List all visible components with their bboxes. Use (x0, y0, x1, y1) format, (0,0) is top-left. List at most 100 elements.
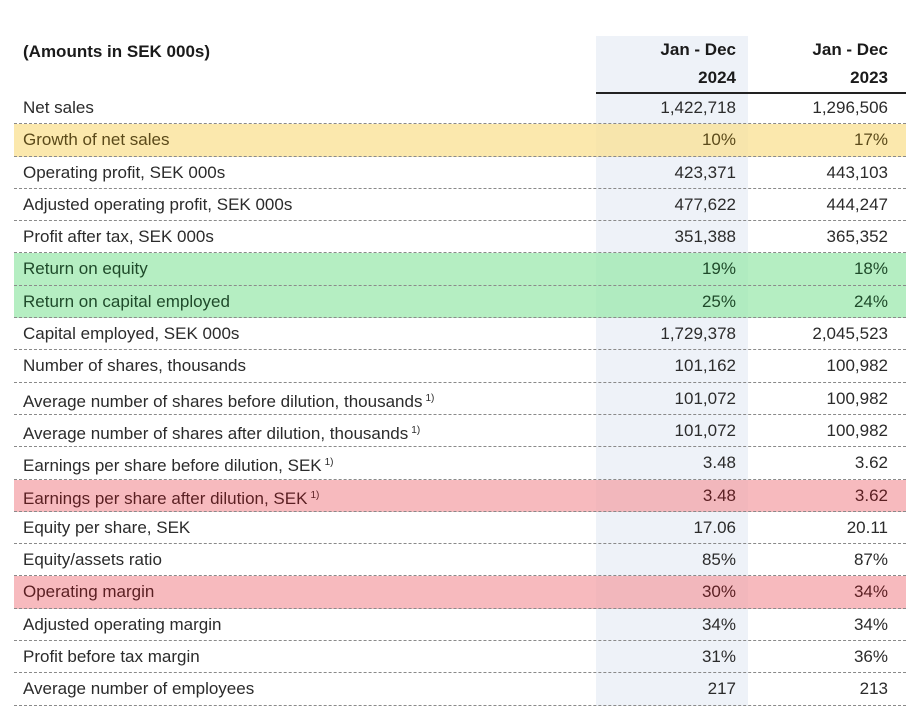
row-label-text: Capital employed, SEK 000s (23, 324, 240, 344)
value-2023: 18% (853, 259, 888, 279)
table-row: Return on capital employed 25% 24% (14, 285, 906, 319)
table-row: Net sales 1,422,718 1,296,506 (14, 92, 906, 125)
row-label-text: Number of shares, thousands (23, 356, 247, 376)
row-label: Number of shares, thousands (23, 350, 246, 382)
row-label: Average number of shares before dilution… (23, 383, 434, 418)
row-label-text: Return on equity (23, 259, 148, 279)
table-row: Equity per share, SEK 17.06 20.11 (14, 512, 906, 545)
table-row: Average number of shares before dilution… (14, 383, 906, 415)
row-label: Growth of net sales (23, 124, 169, 156)
row-label: Profit after tax, SEK 000s (23, 221, 214, 253)
value-2024: 101,162 (674, 356, 736, 376)
table-row: Operating margin 30% 34% (14, 576, 906, 609)
value-2024: 31% (701, 647, 736, 667)
row-label-text: Earnings per share after dilution, SEK (23, 488, 308, 508)
value-2023: 17% (853, 130, 888, 150)
value-2024: 19% (701, 259, 736, 279)
table-row: Earnings per share before dilution, SEK 1… (14, 447, 906, 482)
table-row: Operating profit, SEK 000s 423,371 443,103 (14, 157, 906, 189)
row-label: Capital employed, SEK 000s (23, 318, 239, 350)
column-header-2024-year: 2024 (698, 68, 736, 87)
row-label: Profit before tax margin (23, 641, 200, 673)
row-label-text: Average number of shares before dilution… (23, 391, 423, 411)
row-label-text: Average number of employees (23, 679, 255, 699)
row-label: Earnings per share after dilution, SEK 1) (23, 480, 319, 515)
row-label-text: Return on capital employed (23, 291, 230, 311)
value-2024: 101,072 (674, 388, 736, 408)
value-2024: 34% (701, 614, 736, 634)
row-label: Equity/assets ratio (23, 544, 162, 576)
row-label-text: Equity per share, SEK (23, 517, 191, 537)
row-label: Earnings per share before dilution, SEK 1… (23, 447, 334, 482)
row-label-text: Growth of net sales (23, 130, 170, 150)
table-row: Profit before tax margin 31% 36% (14, 641, 906, 674)
value-2023: 1,296,506 (812, 98, 888, 117)
value-2024: 1,422,718 (660, 98, 736, 117)
table-row: Average number of employees 217 213 (14, 673, 906, 706)
row-label: Operating profit, SEK 000s (23, 157, 225, 189)
value-2024: 351,388 (674, 227, 736, 247)
value-2023: 2,045,523 (812, 324, 888, 344)
value-2023: 20.11 (846, 517, 888, 537)
footnote-marker: 1) (411, 424, 421, 436)
row-label: Adjusted operating margin (23, 609, 221, 641)
value-2023: 444,247 (826, 194, 888, 214)
header-rule-2024 (596, 92, 748, 94)
row-label: Average number of shares after dilution,… (23, 415, 420, 450)
row-label: Net sales (23, 92, 94, 124)
row-label-text: Equity/assets ratio (23, 550, 162, 570)
value-2024: 477,622 (674, 194, 736, 214)
value-2024: 3.48 (702, 485, 736, 505)
footnote-marker: 1) (324, 457, 334, 469)
value-2024: 25% (701, 291, 736, 311)
footnote-marker: 1) (310, 489, 320, 501)
table-row: Profit after tax, SEK 000s 351,388 365,352 (14, 221, 906, 254)
value-2023: 34% (853, 582, 888, 602)
value-2023: 36% (853, 647, 888, 667)
row-label-text: Average number of shares after dilution,… (23, 423, 409, 443)
table-row: Equity/assets ratio 85% 87% (14, 544, 906, 577)
table-row: Adjusted operating margin 34% 34% (14, 609, 906, 642)
value-2024: 1,729,378 (660, 324, 736, 344)
row-label-text: Net sales (23, 98, 94, 117)
table-row: Number of shares, thousands 101,162 100,98… (14, 350, 906, 383)
value-2024: 423,371 (674, 162, 736, 182)
value-2023: 34% (853, 614, 888, 634)
value-2024: 3.48 (702, 453, 736, 473)
row-label: Return on capital employed (23, 286, 230, 318)
value-2023: 3.62 (854, 453, 888, 473)
value-2024: 17.06 (693, 517, 736, 537)
row-label-text: Adjusted operating margin (23, 614, 222, 634)
value-2023: 443,103 (826, 162, 888, 182)
value-2024: 10% (701, 130, 736, 150)
row-label-text: Operating profit, SEK 000s (23, 162, 226, 182)
value-2024: 85% (701, 550, 736, 570)
table-row: Growth of net sales 10% 17% (14, 124, 906, 157)
row-label-text: Profit after tax, SEK 000s (23, 227, 214, 247)
row-label-text: Profit before tax margin (23, 647, 200, 667)
table-title: (Amounts in SEK 000s) (23, 42, 211, 61)
table-row: Average number of shares after dilution,… (14, 415, 906, 450)
row-label: Adjusted operating profit, SEK 000s (23, 189, 292, 221)
column-header-2023-year: 2023 (850, 68, 888, 87)
table-body: Net sales 1,422,718 1,296,506 Growth of net… (14, 92, 906, 706)
row-label-text: Operating margin (23, 582, 155, 602)
row-label: Operating margin (23, 576, 154, 608)
table-row: Adjusted operating profit, SEK 000s 477,6… (14, 189, 906, 222)
row-label-text: Earnings per share before dilution, SEK (23, 456, 322, 476)
value-2023: 365,352 (826, 227, 888, 247)
row-label: Average number of employees (23, 673, 254, 705)
row-label-text: Adjusted operating profit, SEK 000s (23, 194, 293, 214)
value-2024: 30% (701, 582, 736, 602)
financial-table: (Amounts in SEK 000s) Jan - Dec 2024 Jan… (14, 36, 906, 706)
column-header-2024: Jan - Dec 2024 (596, 36, 736, 92)
value-2023: 213 (859, 679, 888, 699)
value-2023: 100,982 (826, 388, 888, 408)
value-2023: 100,982 (826, 420, 888, 440)
value-2023: 87% (853, 550, 888, 570)
table-row: Return on equity 19% 18% (14, 253, 906, 286)
value-2024: 217 (707, 679, 736, 699)
column-header-2023: Jan - Dec 2023 (748, 36, 888, 92)
value-2023: 24% (853, 291, 888, 311)
value-2023: 3.62 (854, 485, 888, 505)
